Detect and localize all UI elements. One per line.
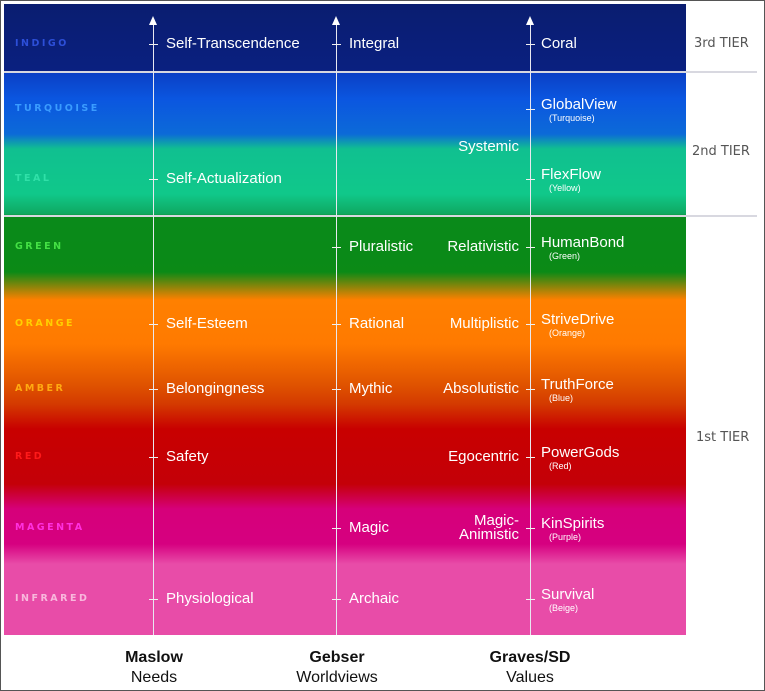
tick-mark [332,247,341,248]
values-label: HumanBond [541,234,625,251]
gebser-label: Rational [349,315,405,332]
tick-mark [149,599,158,600]
tick-mark [332,389,341,390]
tick-mark [526,389,535,390]
maslow-label: Physiological [166,590,254,607]
level-label: AMBER [15,383,66,394]
tick-mark [332,44,341,45]
maslow-label: Safety [166,448,209,465]
tick-mark [526,179,535,180]
values-sublabel: (Blue) [549,393,574,403]
values-label: KinSpirits [541,515,605,532]
values-label: StriveDrive [541,311,615,328]
values-label: TruthForce [541,376,614,393]
level-label: GREEN [15,241,64,252]
arrow-up-icon [332,16,340,25]
gebser-axis [336,22,337,635]
gebser-label: Pluralistic [349,238,414,255]
tick-mark [526,44,535,45]
graves-label: Magic- Animistic [458,512,519,543]
values-label: FlexFlow [541,166,602,183]
tick-mark [332,528,341,529]
graves-label: Egocentric [448,448,519,465]
level-label: ORANGE [15,318,75,329]
column-gebser: Gebser Worldviews [257,648,417,688]
values-sublabel: (Purple) [549,532,582,542]
column-subtitle: Worldviews [296,669,378,686]
tier-divider-2-1 [4,215,757,217]
gebser-label: Mythic [349,380,393,397]
values-sublabel: (Green) [549,251,581,261]
tick-mark [332,324,341,325]
tick-mark [149,324,158,325]
tier-label-2: 2nd TIER [692,144,750,159]
arrow-up-icon [526,16,534,25]
tick-mark [149,457,158,458]
values-sublabel: (Red) [549,461,572,471]
graves-systemic: Systemic [458,138,519,155]
spectrum-background [4,4,686,635]
tick-mark [526,324,535,325]
tick-mark [526,528,535,529]
level-label: RED [15,451,45,462]
gebser-label: Magic [349,519,390,536]
tick-mark [526,599,535,600]
tick-mark [149,44,158,45]
tick-mark [332,599,341,600]
maslow-label: Self-Esteem [166,315,248,332]
tick-mark [526,457,535,458]
level-label: TURQUOISE [15,103,100,114]
values-sublabel: (Yellow) [549,183,581,193]
values-label: GlobalView [541,96,617,113]
gebser-label: Integral [349,35,400,52]
values-label: PowerGods [541,444,620,461]
column-subtitle: Needs [130,669,178,686]
graves-label: Absolutistic [443,380,519,397]
values-sublabel: (Orange) [549,328,586,338]
gebser-label: Archaic [349,590,400,607]
level-label: INFRARED [15,593,90,604]
values-sublabel: (Beige) [549,603,579,613]
graves-label: Relativistic [447,238,519,255]
values-sublabel: (Turquoise) [549,113,595,123]
values-label: Coral [541,35,577,52]
column-title: Gebser [309,649,365,666]
tier-label-1: 1st TIER [696,430,750,445]
maslow-label: Belongingness [166,380,265,397]
level-label: MAGENTA [15,522,85,533]
tier-label-3: 3rd TIER [694,36,749,51]
values-label: Survival [541,586,595,603]
tier-divider-3-2 [4,71,757,73]
maslow-label: Self-Transcendence [166,35,300,52]
column-title: Graves/SD [489,649,571,666]
tick-mark [149,179,158,180]
tick-mark [526,247,535,248]
column-graves: Graves/SD Values [450,648,610,688]
graves-axis [530,22,531,635]
graves-label: Multiplistic [449,315,519,332]
arrow-up-icon [149,16,157,25]
column-subtitle: Values [506,669,554,686]
tick-mark [149,389,158,390]
maslow-axis [153,22,154,635]
tick-mark [526,109,535,110]
level-label: TEAL [15,173,52,184]
column-title: Maslow [125,649,183,666]
level-label: INDIGO [15,38,69,49]
maslow-label: Self-Actualization [166,170,282,187]
column-maslow: Maslow Needs [74,648,234,688]
